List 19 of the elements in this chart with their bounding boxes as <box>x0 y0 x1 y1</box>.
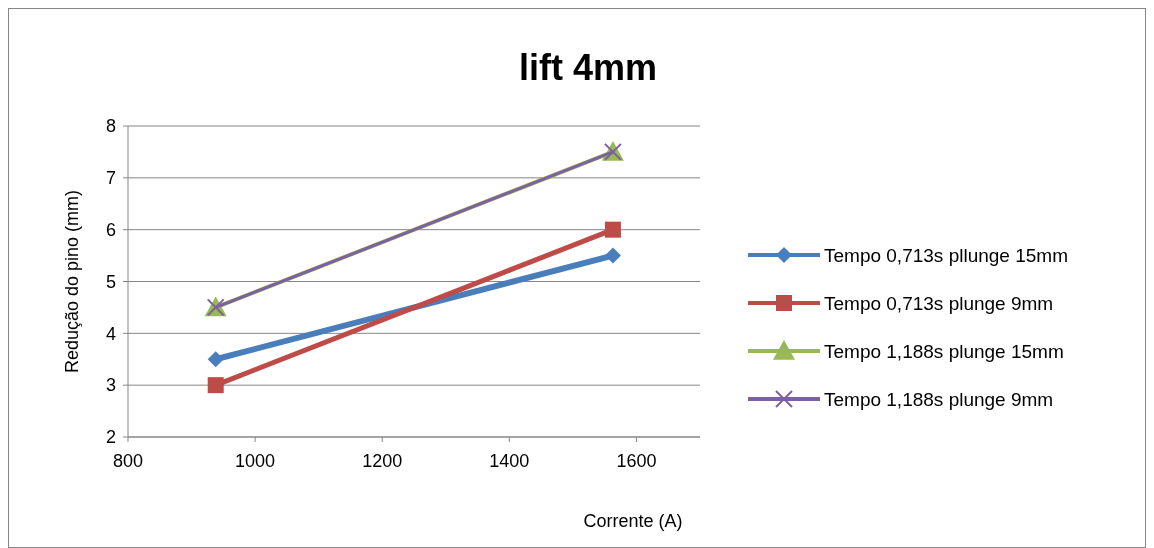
y-axis-title: Redução do pino (mm) <box>62 189 82 374</box>
y-tick-label: 5 <box>105 271 116 292</box>
x-tick-label: 1400 <box>489 451 530 471</box>
y-tick-label: 3 <box>105 375 116 396</box>
y-tick-label: 6 <box>105 219 116 240</box>
x-tick-label: 1000 <box>235 451 276 471</box>
x-tick-label: 800 <box>112 451 144 471</box>
legend-label: Tempo 1,188s plunge 15mm <box>824 340 1064 362</box>
x-tick-label: 1600 <box>616 451 657 471</box>
legend-label: Tempo 0,713s pllunge 15mm <box>824 244 1068 266</box>
chart-title: lift 4mm <box>518 47 658 88</box>
legend-label: Tempo 1,188s plunge 9mm <box>824 388 1054 410</box>
y-tick-label: 2 <box>105 427 116 448</box>
y-tick-label: 7 <box>105 168 116 189</box>
y-tick-label: 8 <box>105 116 116 137</box>
x-tick-label: 1200 <box>362 451 403 471</box>
y-tick-label: 4 <box>105 323 116 344</box>
x-axis-title: Corrente (A) <box>583 511 683 531</box>
legend-label: Tempo 0,713s plunge 9mm <box>824 292 1054 314</box>
